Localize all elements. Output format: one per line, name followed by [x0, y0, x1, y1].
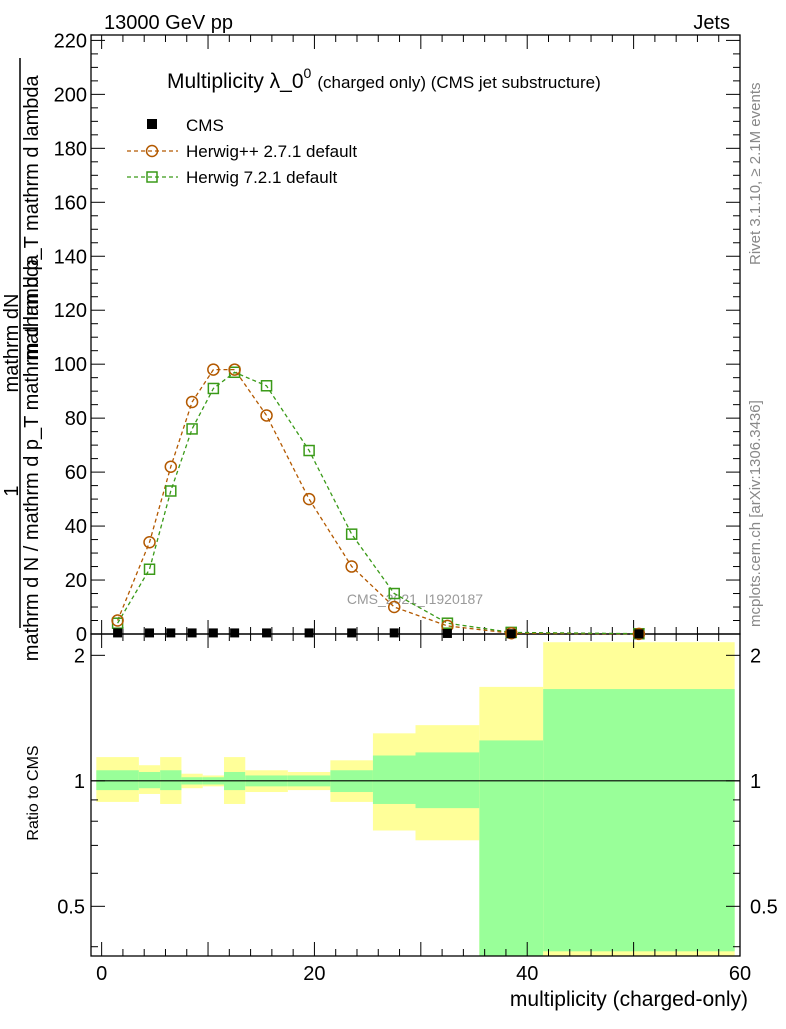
herwigpp-point — [164, 460, 178, 473]
ratio-y-tick-label-right: 2 — [750, 645, 761, 667]
chart-title-main: Multiplicity λ_0 — [167, 70, 304, 93]
herwigpp-point — [228, 363, 241, 376]
y-tick-label: 120 — [54, 300, 87, 322]
chart-title: Multiplicity λ_00 (charged only) (CMS jet… — [167, 65, 601, 93]
series-layer — [111, 363, 646, 641]
herwigpp-line — [116, 368, 639, 635]
legend-marker-cms — [147, 119, 157, 129]
herwig7-point — [388, 587, 400, 600]
cms-point — [230, 628, 240, 638]
legend-marker-herwigpp — [145, 144, 159, 158]
herwigpp-point — [505, 626, 518, 640]
y-tick-label: 20 — [65, 570, 87, 592]
cms-point — [166, 628, 176, 638]
herwigpp-point — [632, 627, 646, 641]
chart-title-suffix: (charged only) (CMS jet substructure) — [317, 73, 600, 92]
cms-point — [187, 628, 197, 638]
ratio-frame — [90, 633, 741, 957]
herwigpp-point — [260, 409, 273, 422]
ratio-stat-band-1 — [138, 771, 161, 789]
herwigpp-point — [345, 560, 358, 573]
ratio-y-tick-label-left: 2 — [74, 645, 85, 667]
herwig7-point — [143, 563, 156, 575]
herwig7-point — [207, 382, 220, 395]
herwigpp-point — [207, 363, 220, 376]
herwig7-point — [165, 485, 177, 497]
ratio-y-tick-label-right: 0.5 — [750, 896, 778, 918]
herwigpp-point — [111, 614, 124, 627]
ratio-y-label: Ratio to CMS — [25, 745, 42, 840]
legend-marker-herwig7 — [146, 171, 158, 183]
cms-point — [506, 629, 516, 639]
legend-label-cms: CMS — [186, 116, 224, 135]
cms-point — [389, 628, 399, 638]
y-tick-label: 200 — [54, 84, 87, 106]
cms-point — [304, 628, 314, 638]
legend-label-herwig7: Herwig 7.2.1 default — [186, 168, 337, 187]
cms-point — [208, 628, 218, 638]
y-tick-label: 100 — [54, 354, 87, 376]
ratio-bands — [96, 642, 735, 956]
herwigpp-point — [387, 600, 401, 614]
rivet-label: Rivet 3.1.10, ≥ 2.1M events — [747, 83, 764, 266]
herwigpp-point — [143, 536, 156, 549]
herwig7-line — [117, 371, 639, 635]
y-tick-label: 140 — [54, 246, 87, 268]
y-axis-label-num2: mathrm d p_T mathrm d lambda — [21, 74, 43, 360]
y-tick-label: 220 — [54, 30, 87, 52]
ratio-stat-band-0 — [96, 770, 139, 791]
cms-point — [442, 628, 452, 638]
cms-point — [347, 628, 357, 638]
cms-point — [113, 628, 123, 638]
y-tick-label: 80 — [65, 408, 87, 430]
ratio-stat-band-2 — [160, 770, 182, 791]
x-tick-label: 0 — [96, 963, 107, 985]
herwig7-point — [186, 423, 198, 435]
ratio-y-tick-label-left: 0.5 — [57, 896, 85, 918]
ratio-stat-band-11 — [479, 740, 544, 956]
herwigpp-point — [302, 492, 316, 506]
cms-point — [145, 628, 155, 638]
y-axis-label-prefix: 1 — [1, 485, 23, 496]
mcplots-label: mcplots.cern.ch [arXiv:1306.3436] — [747, 400, 764, 627]
x-tick-label: 40 — [516, 963, 538, 985]
header-right: Jets — [693, 12, 730, 34]
y-axis-label-den: mathrm d N / mathrm d p_T mathrm d lambd… — [21, 254, 43, 661]
x-tick-label: 20 — [303, 963, 325, 985]
header-left: 13000 GeV pp — [104, 12, 233, 34]
y-axis-label: mathrm dN mathrm d p_T mathrm d lambda 1… — [1, 58, 43, 661]
ratio-y-tick-label-left: 1 — [74, 771, 85, 793]
y-tick-label: 160 — [54, 192, 87, 214]
y-tick-label: 180 — [54, 138, 87, 160]
y-axis-label-num: mathrm dN — [1, 294, 23, 393]
herwig7-point — [303, 444, 315, 457]
cms-point — [262, 628, 272, 638]
ratio-stat-band-12 — [543, 689, 735, 952]
herwigpp-point — [185, 395, 199, 409]
y-tick-label: 40 — [65, 516, 87, 538]
cms-point — [634, 629, 644, 639]
herwig7-point — [260, 380, 273, 392]
y-tick-label: 60 — [65, 462, 87, 484]
chart-title-sup: 0 — [304, 65, 312, 81]
y-tick-label: 0 — [76, 624, 87, 646]
ratio-stat-band-9 — [372, 755, 416, 804]
ratio-y-tick-label-right: 1 — [750, 771, 761, 793]
x-axis-label: multiplicity (charged-only) — [510, 988, 748, 1011]
legend: CMS Herwig++ 2.7.1 default Herwig 7.2.1 … — [127, 116, 357, 187]
legend-label-herwigpp: Herwig++ 2.7.1 default — [186, 142, 357, 161]
x-tick-label: 60 — [729, 963, 751, 985]
herwig7-point — [345, 528, 358, 540]
